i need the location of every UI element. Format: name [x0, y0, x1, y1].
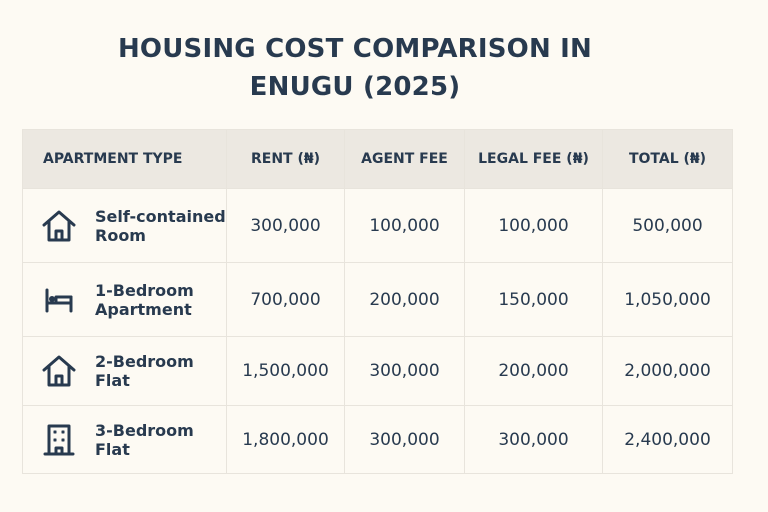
apartment-type-name: 1-Bedroom Apartment: [95, 280, 194, 319]
title-line-1: HOUSING COST COMPARISON IN: [117, 34, 593, 64]
header-rent: RENT (₦): [226, 129, 345, 189]
legal-fee-cell: 100,000: [464, 188, 603, 263]
house-icon: [40, 207, 78, 245]
table-row: 2-Bedroom Flat 1,500,000 300,000 200,000…: [22, 336, 733, 406]
agent-fee-cell: 100,000: [344, 188, 465, 263]
total-cell: 2,000,000: [602, 336, 733, 406]
legal-fee-cell: 200,000: [464, 336, 603, 406]
apartment-type-cell: 1-Bedroom Apartment: [22, 262, 227, 337]
header-legal-fee: LEGAL FEE (₦): [464, 129, 603, 189]
table-row: Self-contained Room 300,000 100,000 100,…: [22, 188, 733, 263]
total-cell: 500,000: [602, 188, 733, 263]
page-title: HOUSING COST COMPARISON IN ENUGU (2025): [0, 30, 768, 106]
apartment-type-name: 2-Bedroom Flat: [95, 352, 194, 390]
agent-fee-cell: 200,000: [344, 262, 465, 337]
agent-fee-cell: 300,000: [344, 405, 465, 474]
apartment-type-cell: 3-Bedroom Flat: [22, 405, 227, 474]
header-agent-fee: AGENT FEE: [344, 129, 465, 189]
table-header-row: APARTMENT TYPE RENT (₦) AGENT FEE LEGAL …: [22, 129, 733, 189]
apartment-type-name: 3-Bedroom Flat: [95, 420, 194, 459]
header-total: TOTAL (₦): [602, 129, 733, 189]
rent-cell: 1,500,000: [226, 336, 345, 406]
total-cell: 2,400,000: [602, 405, 733, 474]
rent-cell: 700,000: [226, 262, 345, 337]
header-apartment-type: APARTMENT TYPE: [22, 129, 227, 189]
table-row: 3-Bedroom Flat 1,800,000 300,000 300,000…: [22, 405, 733, 474]
apartment-type-name: Self-contained Room: [95, 206, 226, 245]
apartment-type-cell: 2-Bedroom Flat: [22, 336, 227, 406]
housing-cost-table: APARTMENT TYPE RENT (₦) AGENT FEE LEGAL …: [22, 129, 733, 474]
rent-cell: 300,000: [226, 188, 345, 263]
apartment-type-cell: Self-contained Room: [22, 188, 227, 263]
agent-fee-cell: 300,000: [344, 336, 465, 406]
rent-cell: 1,800,000: [226, 405, 345, 474]
legal-fee-cell: 300,000: [464, 405, 603, 474]
house-icon: [40, 352, 78, 390]
legal-fee-cell: 150,000: [464, 262, 603, 337]
title-line-2: ENUGU (2025): [249, 72, 461, 102]
building-icon: [40, 421, 78, 459]
total-cell: 1,050,000: [602, 262, 733, 337]
bed-icon: [40, 281, 78, 319]
table-row: 1-Bedroom Apartment 700,000 200,000 150,…: [22, 262, 733, 337]
